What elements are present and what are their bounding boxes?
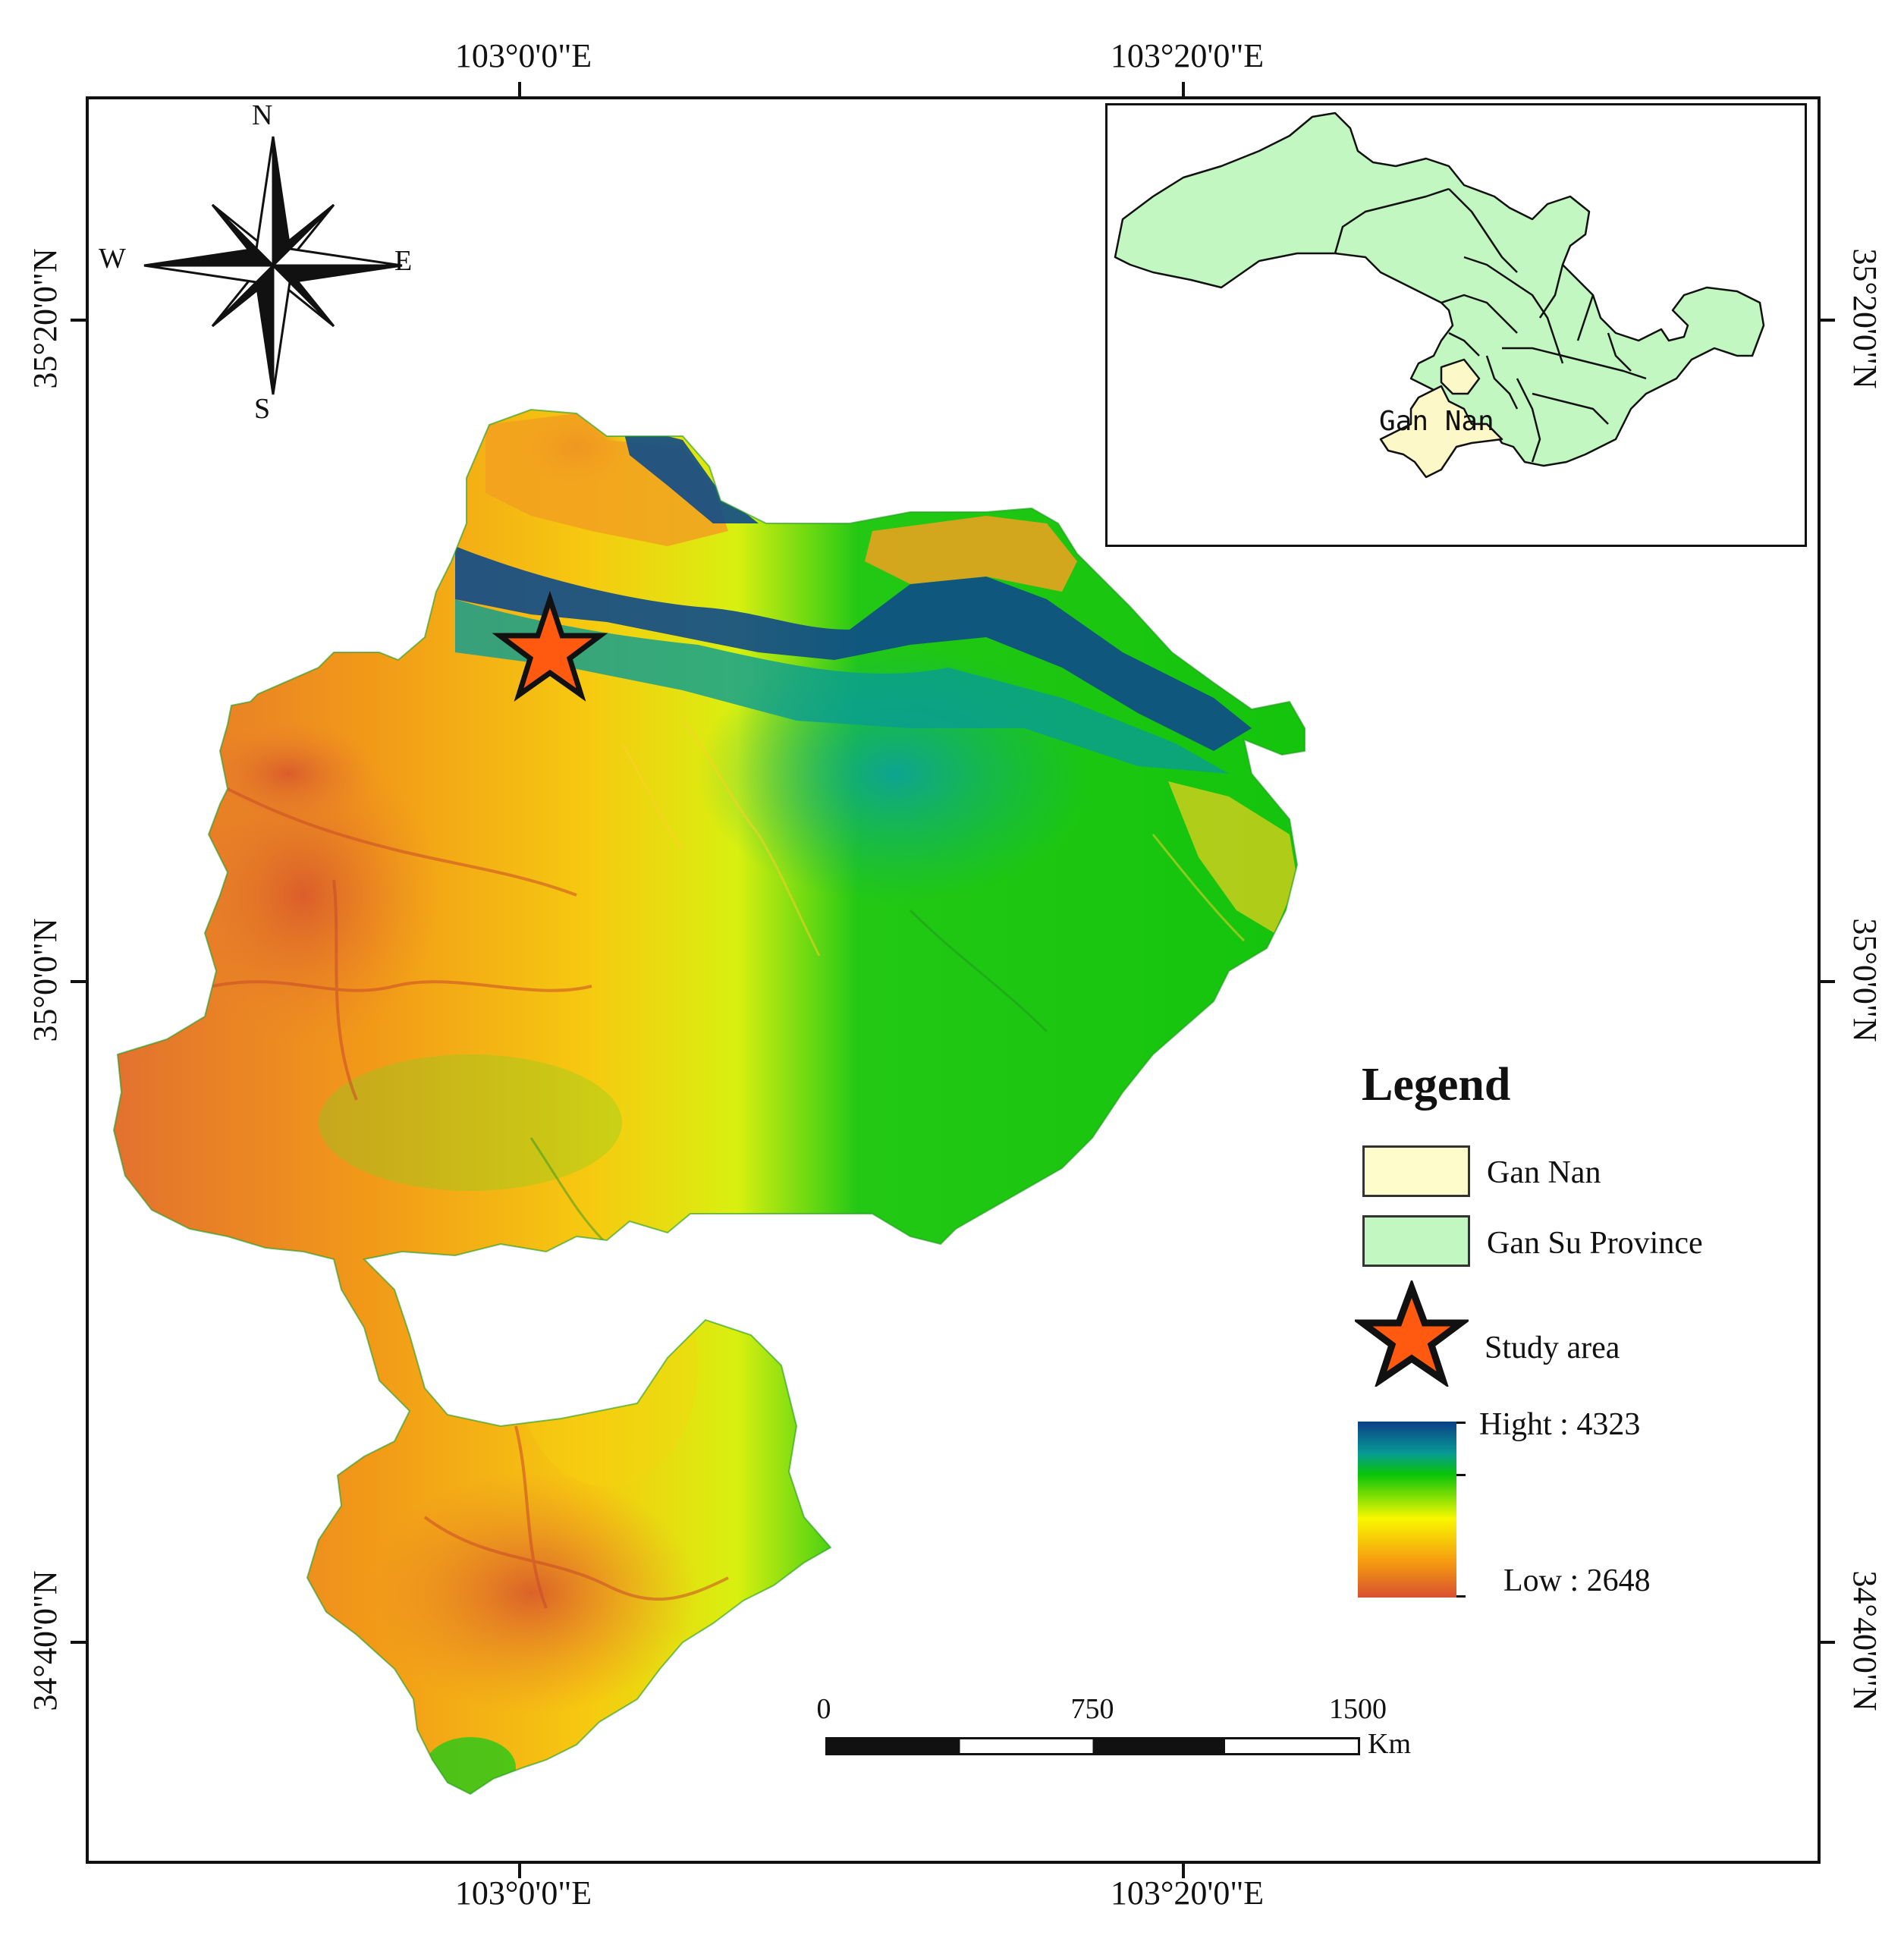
tick bbox=[71, 319, 87, 322]
legend-swatch-gansu bbox=[1362, 1215, 1470, 1267]
top-lon-label-1: 103°0'0"E bbox=[454, 37, 592, 74]
tick bbox=[71, 980, 87, 983]
legend-title: Legend bbox=[1362, 1059, 1511, 1111]
bottom-lon-label-1: 103°0'0"E bbox=[454, 1874, 592, 1912]
ramp-low-label: Low : 2648 bbox=[1503, 1563, 1651, 1598]
tick bbox=[518, 1862, 521, 1878]
compass-west-label: W bbox=[99, 243, 126, 275]
bottom-lon-label-2: 103°20'0"E bbox=[1110, 1874, 1265, 1912]
scale-bar bbox=[825, 1737, 1360, 1755]
legend-star-icon bbox=[1355, 1280, 1469, 1387]
scale-label-1500: 1500 bbox=[1329, 1693, 1387, 1725]
legend-label-study-area: Study area bbox=[1485, 1331, 1620, 1365]
compass-south-label: S bbox=[254, 393, 271, 425]
scale-label-750: 750 bbox=[1070, 1693, 1114, 1725]
top-lon-label-2: 103°20'0"E bbox=[1110, 37, 1265, 74]
tick bbox=[1456, 1595, 1466, 1598]
scale-unit-label: Km bbox=[1368, 1728, 1411, 1760]
tick bbox=[1818, 319, 1835, 322]
study-area-star-icon bbox=[492, 590, 608, 702]
gansu-province-map bbox=[1114, 112, 1765, 479]
legend-label-gansu: Gan Su Province bbox=[1487, 1226, 1703, 1261]
tick bbox=[1182, 82, 1185, 99]
tick bbox=[1818, 1641, 1835, 1644]
tick bbox=[1818, 980, 1835, 983]
tick bbox=[518, 82, 521, 99]
tick bbox=[1182, 1862, 1185, 1878]
compass-north-label: N bbox=[252, 99, 273, 131]
scale-label-0: 0 bbox=[816, 1693, 831, 1725]
compass-east-label: E bbox=[394, 245, 413, 277]
ramp-high-label: Hight : 4323 bbox=[1479, 1407, 1641, 1442]
elevation-color-ramp bbox=[1358, 1422, 1456, 1598]
tick bbox=[1456, 1474, 1466, 1476]
inset-gannan-label: Gan Nan bbox=[1379, 406, 1494, 437]
tick bbox=[71, 1641, 87, 1644]
legend-swatch-gannan bbox=[1362, 1145, 1470, 1197]
tick bbox=[1456, 1422, 1466, 1424]
inset-map bbox=[1105, 103, 1807, 547]
legend-label-gannan: Gan Nan bbox=[1487, 1155, 1601, 1190]
compass-rose-icon bbox=[143, 136, 403, 395]
